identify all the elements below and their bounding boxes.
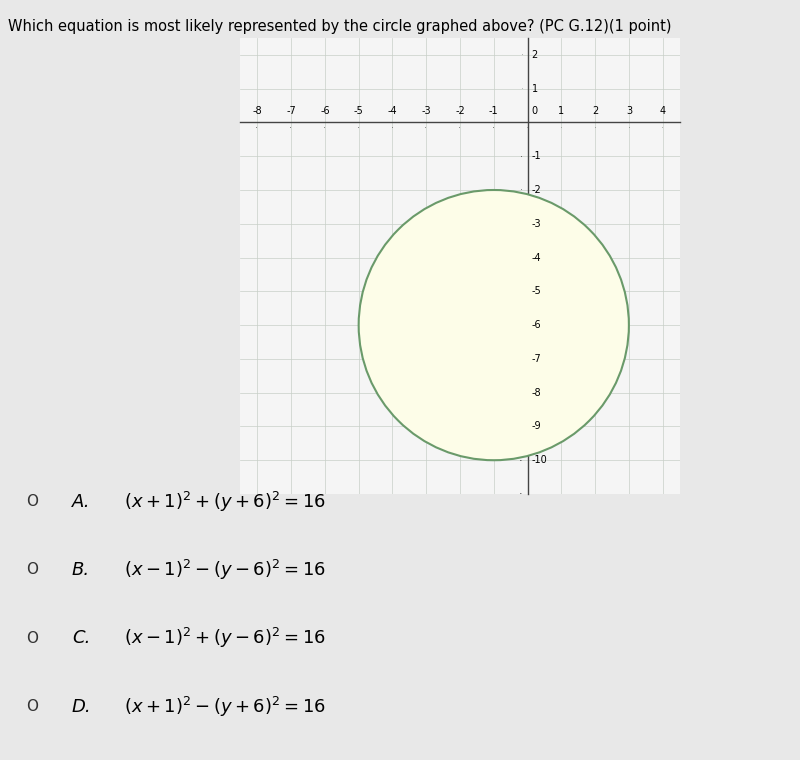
Text: 1: 1 [532,84,538,93]
Text: -2: -2 [455,106,465,116]
Text: -4: -4 [532,252,542,262]
Text: A.: A. [72,492,90,511]
Text: $(x - 1)^2 - (y - 6)^2 = 16$: $(x - 1)^2 - (y - 6)^2 = 16$ [124,558,326,582]
Text: O: O [26,562,38,578]
Text: C.: C. [72,629,90,648]
Text: -7: -7 [532,354,542,364]
Text: 2: 2 [532,50,538,60]
Text: O: O [26,494,38,509]
Text: -3: -3 [532,219,542,229]
Text: $(x + 1)^2 + (y + 6)^2 = 16$: $(x + 1)^2 + (y + 6)^2 = 16$ [124,489,326,514]
Text: $(x - 1)^2 + (y - 6)^2 = 16$: $(x - 1)^2 + (y - 6)^2 = 16$ [124,626,326,651]
Text: D.: D. [72,698,92,716]
Text: -8: -8 [253,106,262,116]
Text: -6: -6 [532,320,542,330]
Text: -5: -5 [354,106,363,116]
Text: $(x + 1)^2 - (y + 6)^2 = 16$: $(x + 1)^2 - (y + 6)^2 = 16$ [124,695,326,719]
Text: -2: -2 [532,185,542,195]
Text: O: O [26,699,38,714]
Text: B.: B. [72,561,90,579]
Text: O: O [26,631,38,646]
Text: 2: 2 [592,106,598,116]
Text: -7: -7 [286,106,296,116]
Text: 1: 1 [558,106,564,116]
Text: -1: -1 [489,106,498,116]
Text: -10: -10 [532,455,547,465]
Text: -4: -4 [388,106,398,116]
Text: Which equation is most likely represented by the circle graphed above? (PC G.12): Which equation is most likely represente… [8,19,671,34]
Text: -6: -6 [320,106,330,116]
Text: -8: -8 [532,388,542,397]
Text: 0: 0 [532,106,538,116]
Text: -9: -9 [532,422,542,432]
Circle shape [358,190,629,461]
Text: -5: -5 [532,287,542,296]
Text: 4: 4 [660,106,666,116]
Text: -3: -3 [422,106,431,116]
Text: -1: -1 [532,151,542,161]
Text: 3: 3 [626,106,632,116]
